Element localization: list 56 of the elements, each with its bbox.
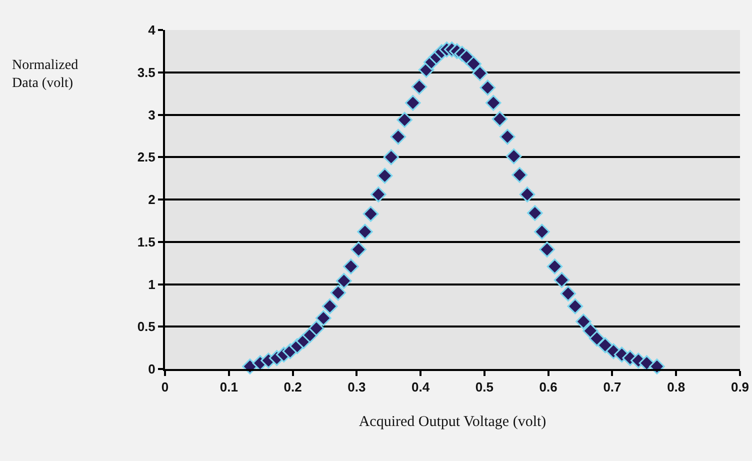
x-tick-label: 0.4 [412,380,430,395]
point [500,128,516,145]
y-tick-label: 2 [148,192,156,208]
point [567,298,584,314]
y-tick-label: 1.5 [137,234,156,250]
point [576,314,592,330]
point [506,148,522,164]
x-tick-label: 0.7 [603,380,622,395]
y-tick-label: 1 [148,276,156,292]
x-axis-title: Acquired Output Voltage (volt) [358,414,546,430]
point [472,65,488,82]
point [383,149,400,166]
point [546,258,563,274]
point [357,224,373,240]
point [512,167,528,183]
point [322,298,338,314]
point [390,128,406,145]
point [527,205,543,221]
point [336,272,352,289]
point [534,224,550,240]
x-tick-label: 0.1 [220,380,238,395]
x-tick-label: 0.3 [348,380,366,395]
point [411,78,428,95]
point [466,56,482,72]
point [343,258,359,274]
y-tick-label: 3.5 [137,64,156,80]
x-tick-label: 0.9 [730,380,750,395]
point [404,94,421,111]
x-tick-label: 0.8 [667,380,686,395]
point [362,206,379,222]
y-tick-label: 4 [148,22,156,38]
point [539,242,555,258]
x-tick-label: 0.5 [475,380,494,395]
point [560,286,576,302]
point [376,168,393,184]
y-tick-label: 0 [148,362,156,377]
y-axis-title: Normalized Data (volt) [12,58,78,92]
point [350,242,366,258]
point [554,272,570,288]
point [519,186,536,202]
point [330,284,346,301]
x-tick-label: 0.6 [539,380,558,395]
y-tick-label: 2.5 [137,150,156,165]
point [396,112,412,128]
x-tick-label: 0 [161,380,169,395]
point [370,186,386,202]
y-tick-label: 3 [148,107,156,122]
point [480,80,496,96]
point [588,330,605,346]
y-tick-label: 0.5 [137,319,156,334]
point [308,320,324,336]
point [485,94,502,111]
x-tick-label: 0.2 [284,380,302,395]
point [597,337,614,354]
point [316,310,332,326]
point [492,111,508,127]
